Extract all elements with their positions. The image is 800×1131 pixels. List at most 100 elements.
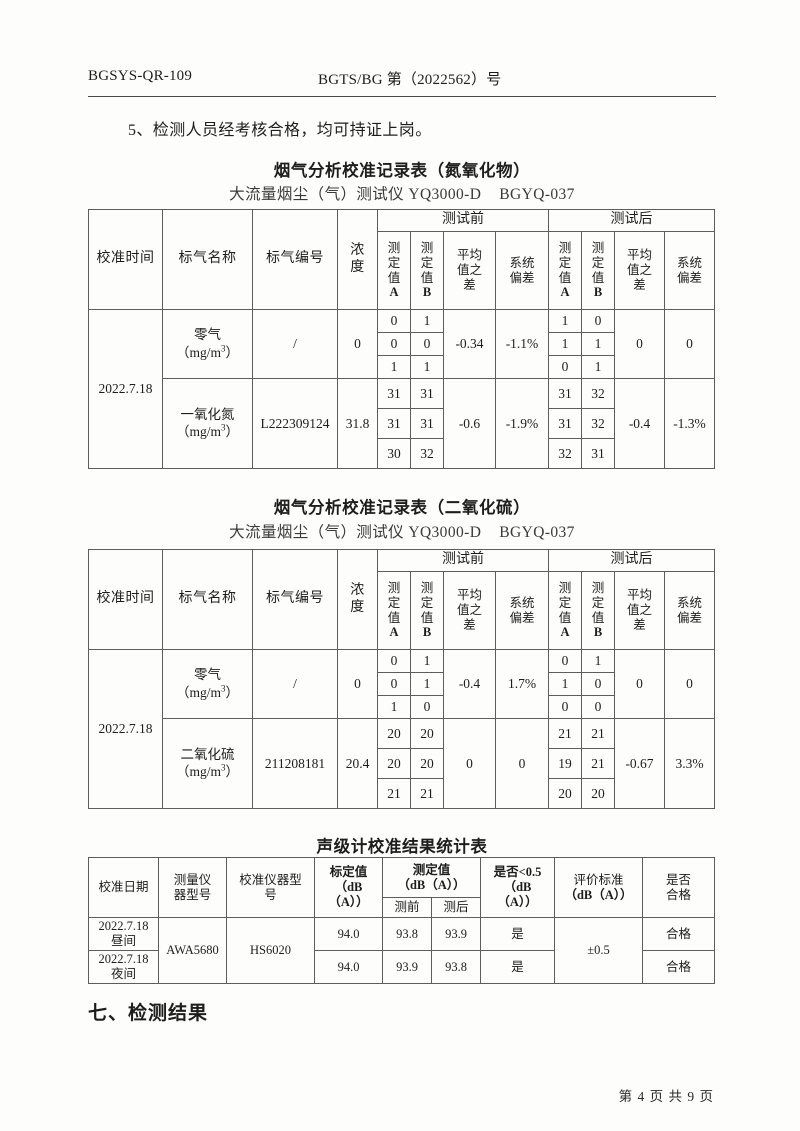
td-less-than-05: 是 xyxy=(480,950,556,984)
td-gas-name: 零气 （mg/m3） xyxy=(162,649,253,719)
td-before-a: 30 xyxy=(377,438,411,469)
td-concentration: 0 xyxy=(337,309,378,379)
th-before-mean-diff: 平均 值之差 xyxy=(443,571,496,650)
td-calibrator-model: HS6020 xyxy=(226,917,315,984)
td-before-sys-dev: -1.1% xyxy=(495,309,549,379)
table1-subtitle-instrument: 大流量烟尘（气）测试仪 YQ3000-D xyxy=(229,186,482,203)
td-before-a: 21 xyxy=(377,778,411,809)
td-before-b: 32 xyxy=(410,438,444,469)
th-after-mean-diff: 平均 值之差 xyxy=(614,571,665,650)
td-before-a: 1 xyxy=(377,355,411,379)
td-after-b: 0 xyxy=(581,309,615,333)
gas-name-text: 一氧化氮 xyxy=(180,406,235,422)
sound-level-calibration-table: 校准日期 测量仪 器型号 校准仪器型号 标定值 （dB （A）） 测定值 （dB（A））… xyxy=(88,857,716,984)
td-before-a: 0 xyxy=(377,649,411,673)
td-after-mean-diff: -0.4 xyxy=(614,378,665,469)
td-after-a: 20 xyxy=(548,778,582,809)
td-qualified: 合格 xyxy=(642,950,716,984)
td-after-b: 1 xyxy=(581,332,615,356)
td-gas-name: 零气 （mg/m3） xyxy=(162,309,253,379)
table-row: 二氧化硫 （mg/m3） 211208181 20.4 20 20 0 0 21 … xyxy=(89,718,715,809)
th-measured-after: 测后 xyxy=(430,897,482,918)
td-before-a: 20 xyxy=(377,718,411,749)
td-after-a: 21 xyxy=(548,718,582,749)
td-before-mean-diff: 0 xyxy=(443,718,496,809)
td-after-b: 31 xyxy=(581,438,615,469)
table-row: 2022.7.18 夜间 94.0 93.9 93.8 是 合格 xyxy=(88,950,716,984)
gas-name-text: 零气 xyxy=(194,327,221,343)
td-after-a: 0 xyxy=(548,355,582,379)
td-less-than-05: 是 xyxy=(480,917,556,951)
td-after-a: 19 xyxy=(548,748,582,779)
td-after-b: 21 xyxy=(581,748,615,779)
td-after-a: 1 xyxy=(548,332,582,356)
td-before-b: 21 xyxy=(410,778,444,809)
td-concentration: 0 xyxy=(337,649,378,719)
td-gas-number: L222309124 xyxy=(252,378,338,469)
td-before-b: 20 xyxy=(410,748,444,779)
td-before-b: 31 xyxy=(410,378,444,409)
td-before-a: 0 xyxy=(377,672,411,696)
page-footer: 第 4 页 共 9 页 xyxy=(618,1089,714,1104)
td-calibration-date: 2022.7.18 xyxy=(88,649,163,809)
td-after-sys-dev: 0 xyxy=(664,309,715,379)
th-measured-before: 测前 xyxy=(382,897,432,918)
td-after-a: 1 xyxy=(548,672,582,696)
td-after-b: 1 xyxy=(581,649,615,673)
th-after-test: 测试后 xyxy=(548,549,715,572)
table-row: 0 1 1 0 xyxy=(89,672,715,696)
gas-name-text: 零气 xyxy=(194,667,221,683)
td-gas-number: / xyxy=(252,309,338,379)
th-after-sys-dev: 系统 偏差 xyxy=(664,571,715,650)
table-row: 2022.7.18 零气 （mg/m3） / 0 0 1 -0.34 -1.1% … xyxy=(88,309,715,469)
td-after-b: 32 xyxy=(581,378,615,409)
table2-title: 烟气分析校准记录表（二氧化硫） xyxy=(273,498,531,517)
td-before-sys-dev: 1.7% xyxy=(495,649,549,719)
th-after-sys-dev: 系统 偏差 xyxy=(664,231,715,310)
td-qualified: 合格 xyxy=(642,917,716,951)
td-calibration-date: 2022.7.18 昼间 xyxy=(88,917,159,951)
td-concentration: 20.4 xyxy=(337,718,378,809)
table-row: 1 0 0 0 xyxy=(89,695,715,719)
td-before-mean-diff: -0.4 xyxy=(443,649,496,719)
th-calibration-date: 校准日期 xyxy=(88,857,159,918)
th-concentration: 浓度 xyxy=(337,549,378,650)
table2-group-header-row: 校准时间 标气名称 标气编号 浓度 测试前 测试后 xyxy=(88,549,715,650)
td-before-mean-diff: -0.34 xyxy=(443,309,496,379)
table-row: 1 1 0 1 xyxy=(89,355,715,379)
td-measured-before: 93.9 xyxy=(382,950,432,984)
th-before-test: 测试前 xyxy=(377,549,549,572)
document-header: BGSYS-QR-109 BGTS/BG 第（2022562）号 xyxy=(88,68,716,97)
noise-header-row-2: 测前 测后 xyxy=(89,897,715,918)
td-before-b: 1 xyxy=(410,672,444,696)
td-after-a: 32 xyxy=(548,438,582,469)
th-evaluation-criteria: 评价标准 （dB（A）） xyxy=(554,857,644,918)
th-gas-name: 标气名称 xyxy=(162,209,253,310)
td-after-mean-diff: -0.67 xyxy=(614,718,665,809)
td-gas-name: 二氧化硫 （mg/m3） xyxy=(162,718,253,809)
td-before-a: 0 xyxy=(377,309,411,333)
td-before-a: 31 xyxy=(377,378,411,409)
td-after-b: 1 xyxy=(581,355,615,379)
td-before-b: 1 xyxy=(410,355,444,379)
td-after-a: 31 xyxy=(548,378,582,409)
table-row: 30 32 32 31 xyxy=(89,438,715,469)
th-qualified: 是否 合格 xyxy=(642,857,716,918)
td-measured-after: 93.8 xyxy=(430,950,482,984)
th-measured-value: 测定值 （dB（A）） xyxy=(381,857,482,898)
report-number: BGTS/BG 第（2022562）号 xyxy=(318,72,502,88)
td-before-b: 20 xyxy=(410,718,444,749)
td-before-b: 1 xyxy=(410,309,444,333)
td-after-a: 0 xyxy=(548,649,582,673)
gas-name-unit: （mg/m3） xyxy=(175,762,239,780)
gas-name-text: 二氧化硫 xyxy=(180,746,235,762)
gas-name-unit: （mg/m3） xyxy=(175,422,239,440)
